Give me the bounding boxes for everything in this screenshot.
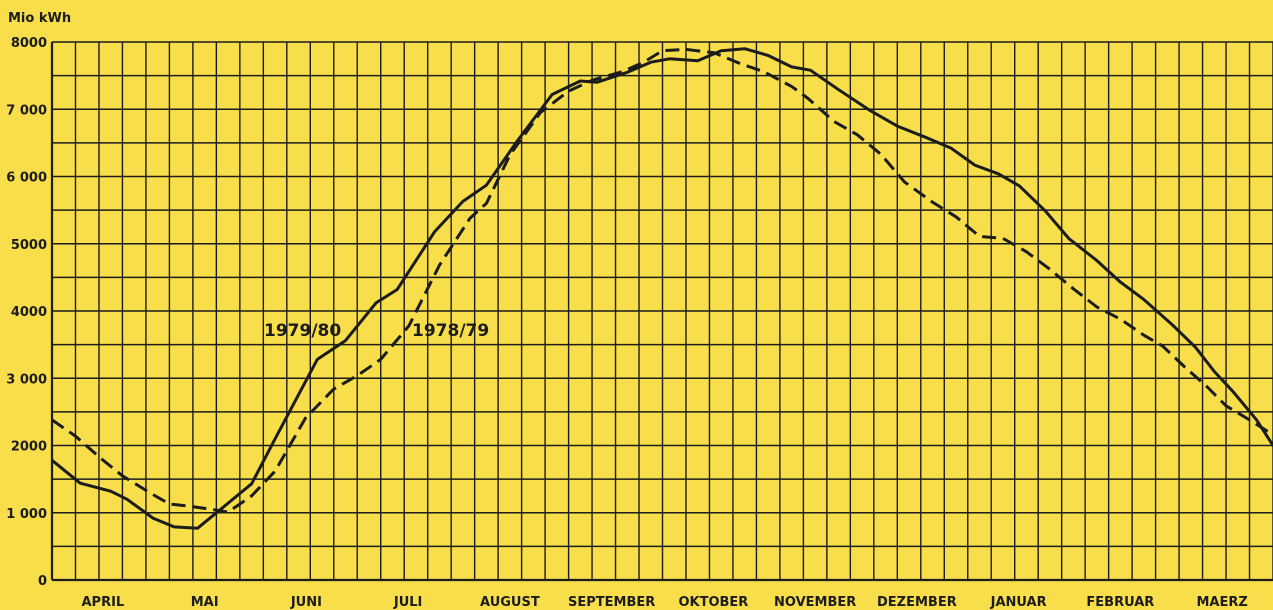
y-tick-label: 1 000 (6, 507, 47, 522)
x-tick-label-month: DEZEMBER (877, 595, 957, 610)
x-axis: APRIL MAI JUNI JULI AUGUST SEPTEMBER OKTOBER NO… (82, 595, 1248, 610)
series-labels: 1979/80 1978/79 (264, 321, 489, 341)
y-tick-label: 5000 (11, 238, 47, 253)
grid-lines (50, 41, 1273, 582)
x-tick-label-month: APRIL (82, 595, 125, 610)
x-tick-label-month: JANUAR (990, 595, 1047, 610)
y-tick-label: 3 000 (6, 372, 47, 387)
y-axis-unit-label: Mio kWh (8, 11, 71, 26)
x-tick-label-month: AUGUST (480, 595, 540, 610)
y-tick-label: 2000 (11, 440, 47, 455)
series-lines (51, 47, 1273, 530)
x-tick-label-month: FEBRUAR (1086, 595, 1154, 610)
y-tick-label: 8000 (11, 36, 47, 51)
y-tick-label: 6 000 (6, 171, 47, 186)
x-tick-label-month: JULI (393, 595, 423, 610)
series-label-1979-80: 1979/80 (264, 321, 341, 341)
series-line-1979-80 (51, 47, 1273, 530)
x-tick-label-month: OKTOBER (678, 595, 748, 610)
series-line-1978-79 (51, 47, 1273, 514)
x-tick-label-month: MAERZ (1196, 595, 1247, 610)
y-axis: Mio kWh 0 1 000 2000 3 000 4000 5000 6 000 7 00… (6, 11, 71, 589)
x-tick-label-month: SEPTEMBER (568, 595, 655, 610)
x-tick-label-month: NOVEMBER (774, 595, 856, 610)
x-tick-label-month: JUNI (290, 595, 322, 610)
x-tick-label-month: MAI (191, 595, 219, 610)
y-tick-label: 0 (38, 574, 47, 589)
y-tick-label: 4000 (11, 305, 47, 320)
series-label-1978-79: 1978/79 (412, 321, 489, 341)
y-tick-label: 7 000 (6, 103, 47, 118)
